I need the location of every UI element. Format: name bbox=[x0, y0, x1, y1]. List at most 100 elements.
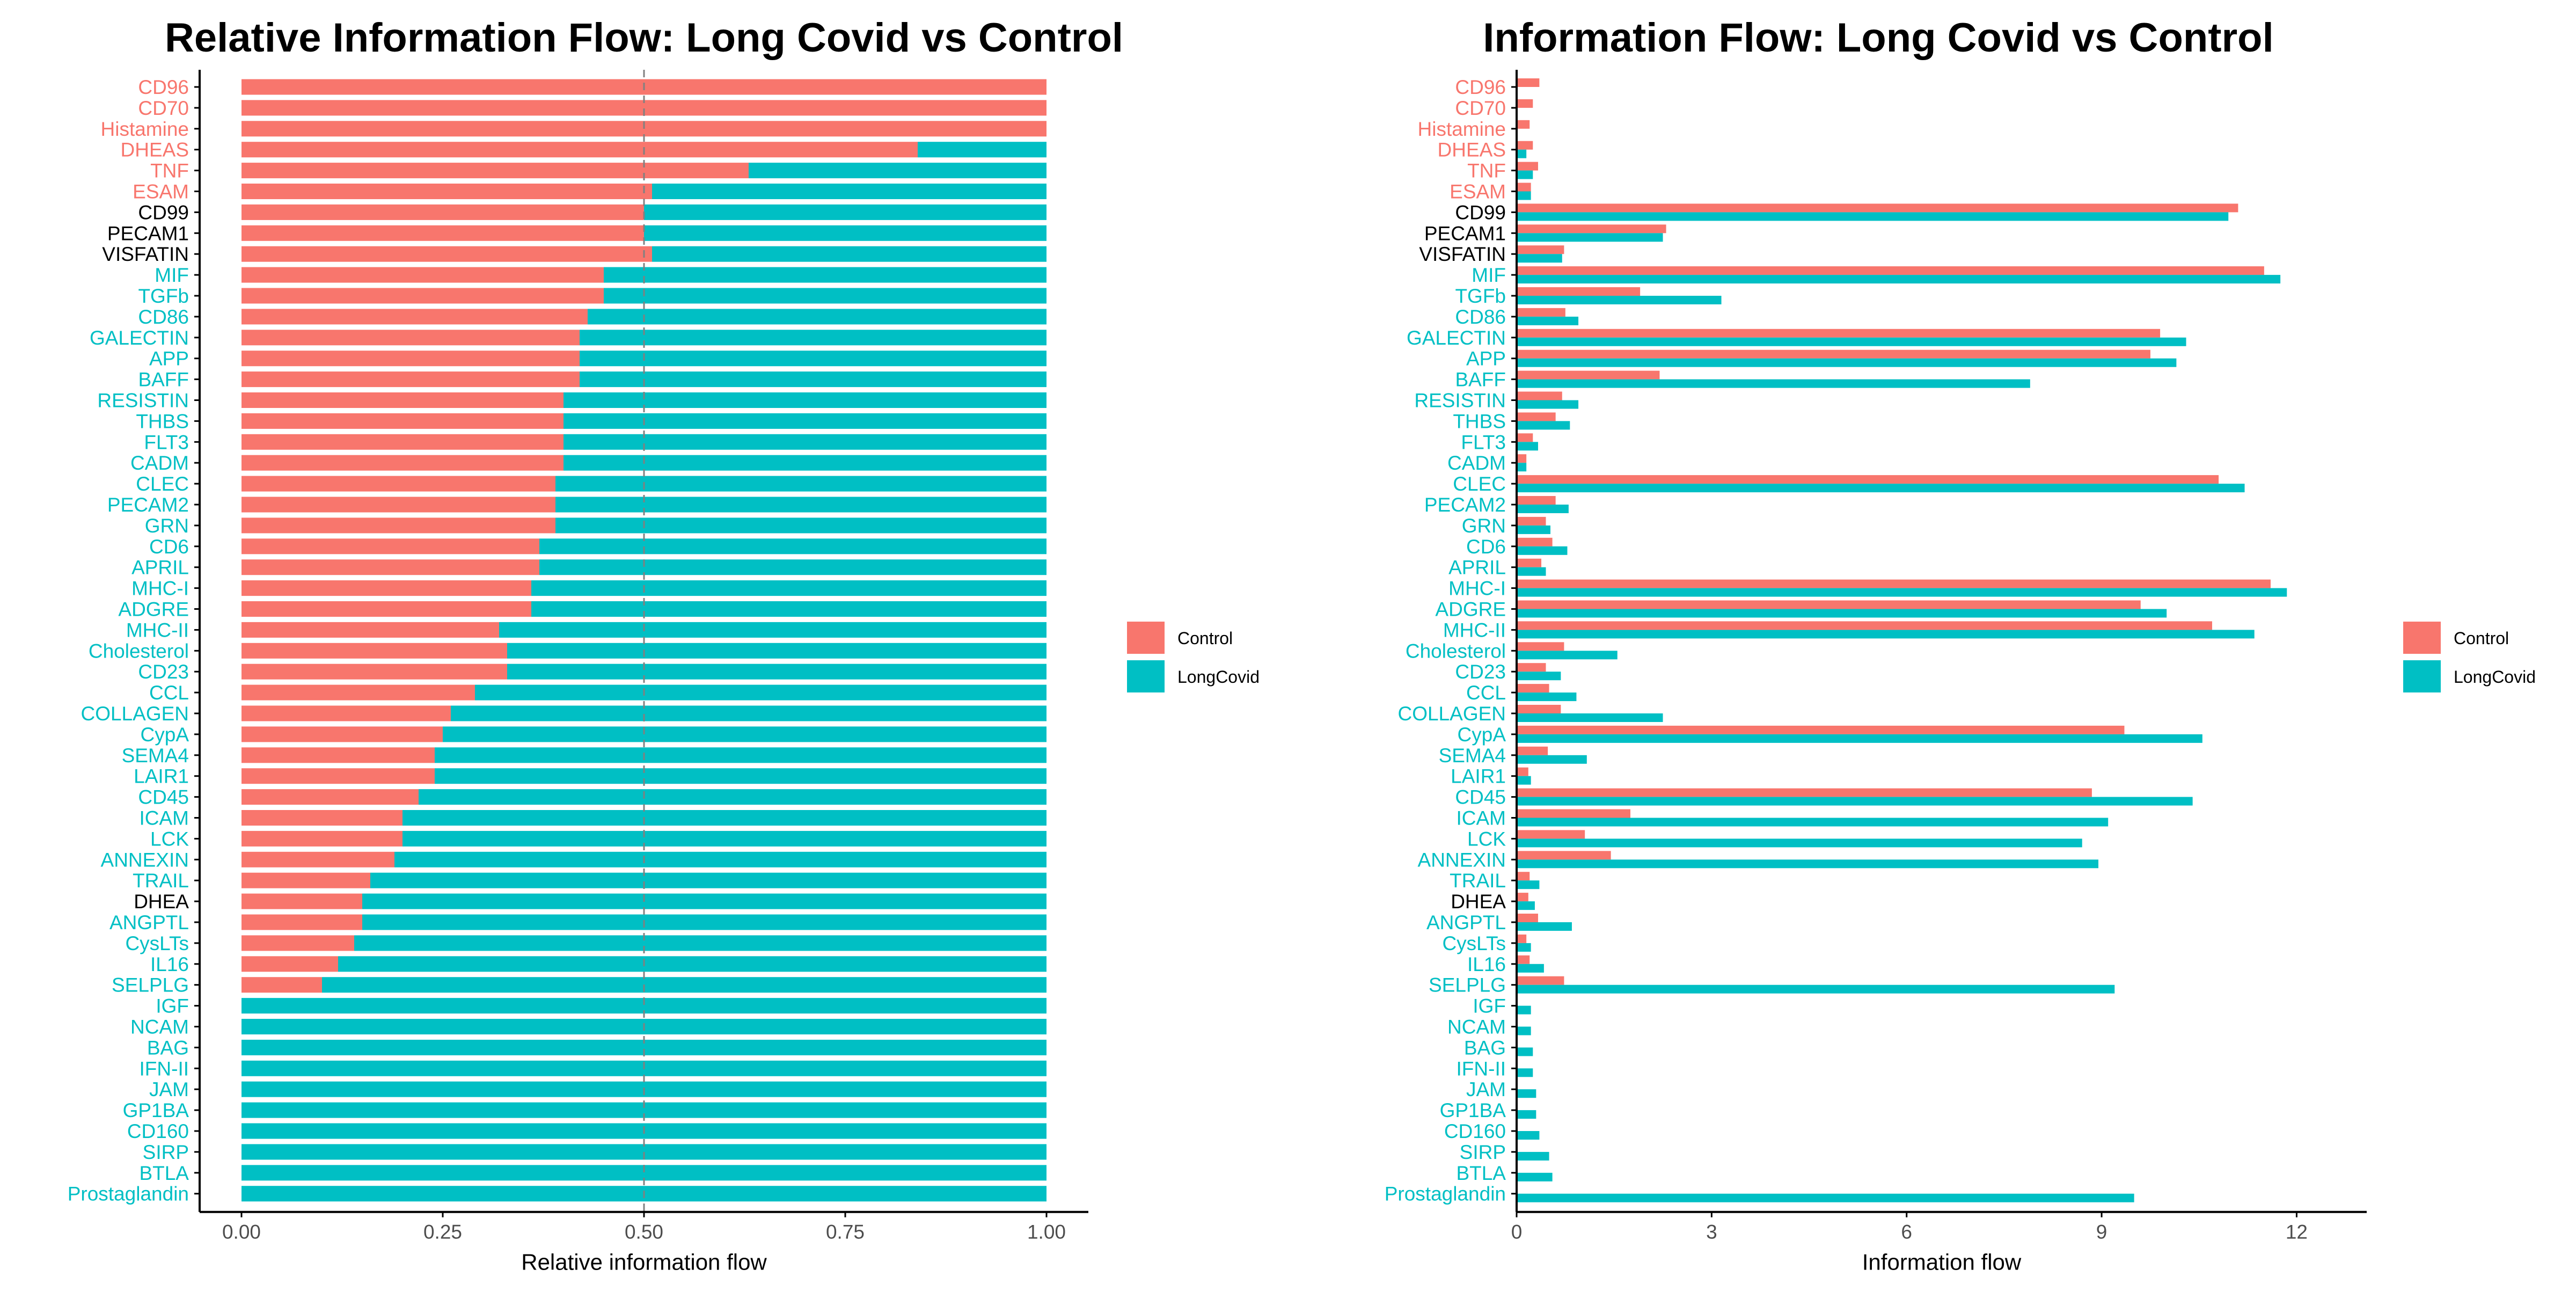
absolute-bar-control-grn bbox=[1517, 516, 1546, 526]
absolute-category-label: CD99 bbox=[1455, 201, 1506, 223]
absolute-category-label: IFN-II bbox=[1457, 1057, 1506, 1080]
absolute-bar-longcovid-cd6 bbox=[1517, 546, 1568, 555]
absolute-bar-control-adgre bbox=[1517, 600, 2141, 609]
absolute-bar-longcovid-esam bbox=[1517, 191, 1531, 200]
absolute-category-label: BAFF bbox=[1455, 369, 1506, 391]
absolute-bar-longcovid-lck bbox=[1517, 838, 2082, 848]
absolute-bar-control-cd45 bbox=[1517, 788, 2092, 797]
absolute-bar-longcovid-april bbox=[1517, 567, 1546, 576]
relative-bar-longcovid-grn bbox=[555, 517, 1046, 534]
absolute-category-label: GRN bbox=[1462, 515, 1506, 537]
absolute-category-label: IL16 bbox=[1467, 953, 1506, 975]
absolute-bar-control-mhc-i bbox=[1517, 579, 2271, 588]
absolute-bar-longcovid-ifn-ii bbox=[1517, 1068, 1533, 1077]
absolute-bar-control-flt3 bbox=[1517, 433, 1533, 442]
relative-bar-control-pecam1 bbox=[241, 225, 644, 241]
relative-bar-longcovid-icam bbox=[402, 810, 1046, 826]
absolute-bar-control-resistin bbox=[1517, 391, 1562, 400]
relative-bar-longcovid-selplg bbox=[322, 977, 1046, 993]
relative-bar-control-lck bbox=[241, 830, 402, 847]
absolute-bar-longcovid-cadm bbox=[1517, 463, 1527, 472]
absolute-bar-control-galectin bbox=[1517, 329, 2161, 338]
relative-category-label: IFN-II bbox=[140, 1057, 189, 1080]
absolute-bar-control-cholesterol bbox=[1517, 642, 1564, 651]
relative-bar-control-ccl bbox=[241, 684, 475, 701]
absolute-bar-control-icam bbox=[1517, 809, 1630, 818]
absolute-category-label: Histamine bbox=[1418, 118, 1506, 140]
absolute-bar-control-april bbox=[1517, 558, 1542, 567]
absolute-bar-longcovid-il16 bbox=[1517, 964, 1544, 973]
absolute-bar-control-ccl bbox=[1517, 684, 1549, 693]
absolute-category-label: CypA bbox=[1458, 724, 1506, 746]
absolute-legend-swatch-control bbox=[2403, 622, 2441, 654]
relative-category-label: IGF bbox=[156, 995, 189, 1017]
relative-bar-control-selplg bbox=[241, 977, 322, 993]
absolute-category-label: BTLA bbox=[1456, 1162, 1506, 1184]
relative-bar-longcovid-visfatin bbox=[652, 246, 1046, 262]
absolute-x-tick-label: 12 bbox=[2286, 1221, 2308, 1243]
relative-bar-longcovid-cyslts bbox=[354, 935, 1046, 951]
relative-legend-label-longcovid: LongCovid bbox=[1177, 667, 1260, 687]
absolute-bar-longcovid-app bbox=[1517, 358, 2177, 367]
absolute-bar-longcovid-thbs bbox=[1517, 421, 1570, 430]
absolute-x-tick-label: 9 bbox=[2096, 1221, 2107, 1243]
absolute-bar-longcovid-ccl bbox=[1517, 692, 1577, 702]
relative-bar-control-cyslts bbox=[241, 935, 354, 951]
absolute-category-label: SELPLG bbox=[1429, 974, 1506, 996]
absolute-bar-longcovid-galectin bbox=[1517, 337, 2186, 346]
absolute-bar-control-il16 bbox=[1517, 955, 1530, 964]
absolute-bar-longcovid-baff bbox=[1517, 379, 2030, 388]
relative-category-label: PECAM2 bbox=[107, 494, 189, 516]
relative-category-label: LAIR1 bbox=[134, 765, 189, 787]
relative-bar-control-angptl bbox=[241, 914, 362, 930]
absolute-category-label: ESAM bbox=[1450, 181, 1506, 203]
relative-x-tick-label: 0.75 bbox=[826, 1221, 865, 1243]
absolute-category-label: NCAM bbox=[1447, 1016, 1506, 1038]
absolute-x-tick-label: 0 bbox=[1511, 1221, 1523, 1243]
absolute-category-label: CCL bbox=[1466, 682, 1506, 704]
absolute-bar-control-cd86 bbox=[1517, 308, 1565, 317]
relative-legend-swatch-control bbox=[1127, 622, 1165, 654]
relative-category-label: CCL bbox=[149, 682, 189, 704]
relative-category-label: IL16 bbox=[150, 953, 189, 975]
relative-category-label: DHEAS bbox=[121, 139, 189, 161]
absolute-bar-control-selplg bbox=[1517, 976, 1564, 985]
absolute-bar-longcovid-cd45 bbox=[1517, 797, 2193, 806]
relative-bar-control-resistin bbox=[241, 392, 564, 408]
absolute-category-label: SIRP bbox=[1460, 1141, 1506, 1163]
relative-bar-longcovid-flt3 bbox=[564, 434, 1046, 450]
absolute-category-label: CLEC bbox=[1453, 473, 1506, 495]
absolute-category-label: TRAIL bbox=[1450, 870, 1506, 892]
absolute-x-axis-title: Information flow bbox=[1862, 1250, 2022, 1275]
absolute-bar-longcovid-visfatin bbox=[1517, 254, 1562, 263]
absolute-bar-control-esam bbox=[1517, 183, 1531, 192]
relative-bar-longcovid-cholesterol bbox=[507, 643, 1046, 659]
relative-category-label: BAFF bbox=[138, 369, 189, 391]
absolute-bar-control-pecam1 bbox=[1517, 224, 1666, 234]
relative-bar-control-mhc-i bbox=[241, 580, 531, 596]
relative-bar-longcovid-angptl bbox=[362, 914, 1046, 930]
absolute-category-label: LAIR1 bbox=[1451, 765, 1506, 787]
relative-bar-longcovid-sema4 bbox=[435, 747, 1046, 763]
absolute-category-label: Cholesterol bbox=[1406, 640, 1506, 662]
absolute-category-label: MHC-I bbox=[1448, 578, 1506, 600]
absolute-chart-title: Information Flow: Long Covid vs Control bbox=[1483, 15, 2273, 61]
absolute-bar-control-cadm bbox=[1517, 454, 1527, 463]
relative-bar-longcovid-mif bbox=[604, 267, 1046, 283]
absolute-bar-control-tnf bbox=[1517, 162, 1538, 171]
relative-category-label: MHC-I bbox=[131, 578, 189, 600]
relative-category-label: Prostaglandin bbox=[68, 1183, 189, 1205]
relative-category-label: GP1BA bbox=[123, 1099, 189, 1121]
relative-bar-control-pecam2 bbox=[241, 497, 555, 513]
absolute-bar-longcovid-btla bbox=[1517, 1172, 1553, 1181]
relative-bar-control-galectin bbox=[241, 330, 580, 346]
relative-bar-control-dhea bbox=[241, 893, 362, 909]
relative-legend-label-control: Control bbox=[1177, 629, 1233, 648]
absolute-bar-control-mhc-ii bbox=[1517, 621, 2212, 630]
absolute-category-label: CD86 bbox=[1455, 306, 1506, 328]
relative-bar-longcovid-ccl bbox=[475, 684, 1046, 701]
absolute-category-label: GALECTIN bbox=[1407, 327, 1506, 349]
relative-category-label: CD70 bbox=[138, 97, 189, 119]
absolute-bar-longcovid-cd86 bbox=[1517, 316, 1579, 325]
absolute-bar-control-clec bbox=[1517, 475, 2219, 484]
